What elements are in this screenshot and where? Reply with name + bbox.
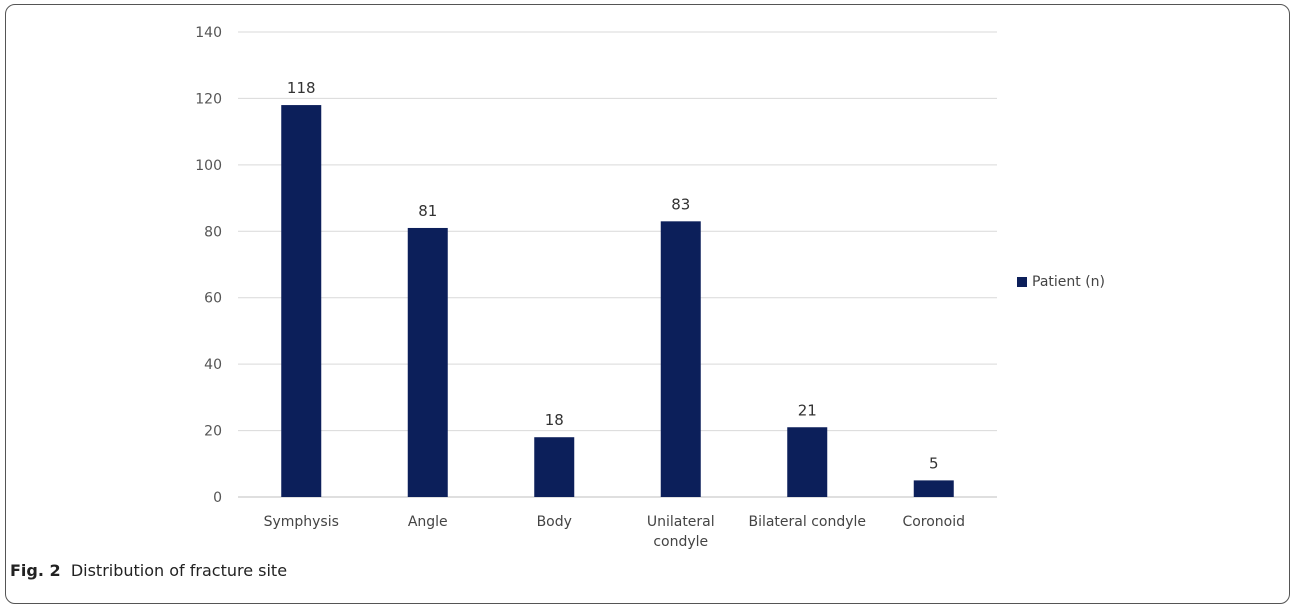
bar-chart: 0 20 40 60 80 100 120 140 118 Symphysis 81 Angle 18 B…: [195, 25, 997, 550]
y-tick-label: 120: [195, 91, 222, 107]
y-tick-label: 100: [195, 158, 222, 174]
bar: [534, 437, 575, 497]
legend: Patient (n): [1017, 274, 1105, 290]
y-tick-label: 60: [204, 291, 222, 307]
figure-caption: Fig. 2 Distribution of fracture site: [10, 561, 287, 580]
bar: [787, 427, 828, 497]
x-tick-label: Body: [537, 514, 572, 530]
data-label: 18: [545, 411, 564, 429]
bar: [281, 105, 322, 498]
data-label: 81: [418, 202, 437, 220]
x-tick-label: Symphysis: [264, 514, 339, 530]
data-label: 83: [671, 195, 690, 213]
x-tick-label: Unilateral: [647, 514, 715, 530]
x-tick-label: Coronoid: [902, 514, 965, 530]
data-label: 118: [287, 79, 316, 97]
y-tick-label: 20: [204, 424, 222, 440]
y-tick-label: 0: [213, 490, 222, 506]
legend-label: Patient (n): [1032, 274, 1105, 290]
bar: [407, 227, 448, 497]
figure-number: Fig. 2: [10, 561, 61, 580]
figure-caption-text: Distribution of fracture site: [70, 561, 288, 580]
legend-swatch: [1017, 277, 1027, 287]
data-label: 21: [798, 401, 817, 419]
y-tick-label: 80: [204, 224, 222, 240]
x-tick-label: Bilateral condyle: [748, 514, 866, 530]
data-label: 5: [929, 454, 939, 472]
y-tick-label: 40: [204, 357, 222, 373]
y-tick-label: 140: [195, 25, 222, 41]
x-tick-label: condyle: [653, 534, 708, 550]
x-tick-label: Angle: [408, 514, 448, 530]
bar: [913, 480, 954, 497]
bar: [660, 221, 701, 498]
